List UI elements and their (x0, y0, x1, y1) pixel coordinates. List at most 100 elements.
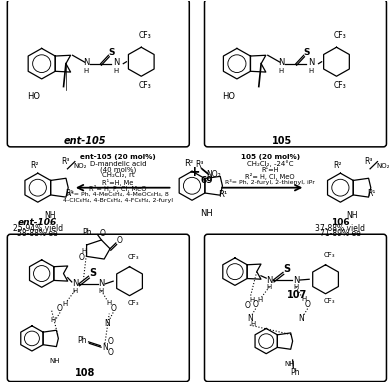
Text: CH₂Cl₂, rt: CH₂Cl₂, rt (102, 172, 134, 178)
Text: NH: NH (44, 211, 55, 220)
Text: R¹: R¹ (219, 190, 228, 199)
Text: +: + (189, 165, 201, 179)
Text: 106: 106 (331, 218, 350, 226)
Text: R¹: R¹ (367, 189, 376, 198)
Text: CF₃: CF₃ (128, 300, 139, 306)
Text: N: N (298, 314, 304, 323)
Text: NH: NH (347, 211, 358, 220)
Text: O: O (99, 229, 105, 238)
Text: H: H (83, 67, 89, 74)
Text: Ph: Ph (77, 336, 86, 345)
Text: O: O (79, 253, 85, 262)
Text: HO: HO (27, 92, 40, 101)
Text: R³= Ph, 2-furyl, 2-thienyl, iPr: R³= Ph, 2-furyl, 2-thienyl, iPr (225, 179, 315, 185)
Text: 58-88% ee: 58-88% ee (18, 229, 58, 238)
Text: O: O (253, 300, 259, 309)
Text: CH₂Cl₂, -24°C: CH₂Cl₂, -24°C (247, 160, 293, 167)
Text: ent-105: ent-105 (64, 136, 106, 146)
Text: NO₂: NO₂ (73, 163, 87, 169)
Text: H: H (249, 297, 254, 303)
Text: NH: NH (50, 358, 60, 364)
Text: O: O (107, 337, 113, 346)
Text: R³: R³ (364, 157, 373, 166)
Text: 105: 105 (272, 136, 292, 146)
Text: H: H (257, 297, 262, 303)
Text: (40 mol%): (40 mol%) (100, 166, 136, 173)
Text: R¹=H, Me: R¹=H, Me (102, 179, 134, 186)
Text: H: H (250, 321, 256, 327)
Text: 105 (20 mol%): 105 (20 mol%) (241, 154, 299, 160)
Text: H: H (301, 296, 306, 302)
Text: O: O (57, 304, 63, 313)
Text: ent-105 (20 mol%): ent-105 (20 mol%) (80, 154, 156, 160)
Text: 37-88% yield: 37-88% yield (316, 224, 365, 232)
Text: N: N (98, 279, 105, 288)
Text: N: N (113, 58, 120, 67)
Text: R²: R² (31, 161, 39, 170)
FancyBboxPatch shape (205, 0, 387, 147)
Text: H: H (267, 284, 272, 290)
Text: N: N (293, 275, 299, 285)
Text: O: O (305, 300, 310, 309)
Text: NO₂: NO₂ (206, 170, 221, 179)
Text: N: N (266, 275, 272, 285)
Text: H: H (99, 288, 104, 294)
Text: NO₂: NO₂ (376, 163, 389, 169)
Text: H: H (114, 67, 119, 74)
Text: R³= Ph, 4-MeC₆H₄, 4-MeOC₆H₄, 8: R³= Ph, 4-MeC₆H₄, 4-MeOC₆H₄, 8 (67, 192, 169, 197)
Text: S: S (108, 49, 115, 57)
Text: S: S (283, 264, 290, 274)
Text: NH: NH (284, 361, 295, 367)
Text: ent-106: ent-106 (18, 218, 57, 226)
FancyBboxPatch shape (7, 234, 189, 381)
Text: H: H (293, 284, 298, 290)
Text: NH: NH (200, 209, 213, 218)
Text: H: H (72, 288, 78, 294)
Text: H: H (62, 301, 68, 307)
Text: 107: 107 (287, 290, 308, 300)
Text: R²: R² (333, 161, 342, 170)
Text: 69: 69 (200, 176, 213, 185)
Text: CF₃: CF₃ (128, 254, 139, 260)
Text: 4-ClC₆H₄, 4-BrC₆H₄, 4-FC₆H₄, 2-furyl: 4-ClC₆H₄, 4-BrC₆H₄, 4-FC₆H₄, 2-furyl (63, 198, 173, 203)
Text: S: S (89, 268, 96, 278)
Text: N: N (104, 319, 110, 328)
Text: H: H (51, 317, 56, 323)
Text: R³: R³ (196, 160, 204, 169)
Text: Ph: Ph (290, 368, 299, 377)
Text: CF₃: CF₃ (334, 31, 347, 40)
FancyBboxPatch shape (205, 234, 387, 381)
Text: O: O (110, 304, 116, 313)
Text: Ph: Ph (83, 228, 92, 237)
Text: N: N (278, 58, 284, 67)
Text: N: N (102, 343, 108, 352)
Text: N: N (247, 314, 253, 323)
Text: N: N (308, 58, 315, 67)
Text: H: H (82, 249, 87, 254)
Text: HO: HO (222, 92, 235, 101)
Text: R²: R² (185, 159, 194, 168)
Text: 71-89% ee: 71-89% ee (320, 229, 361, 238)
Text: O: O (245, 301, 250, 311)
Text: CF₃: CF₃ (324, 252, 335, 258)
Text: R³: R³ (62, 157, 70, 166)
Text: R¹=H: R¹=H (261, 167, 279, 173)
Text: N: N (72, 279, 78, 288)
Text: O: O (117, 236, 123, 245)
Text: R¹: R¹ (65, 189, 73, 198)
Text: CF₃: CF₃ (324, 298, 335, 304)
Text: R²= H, Cl, MeO: R²= H, Cl, MeO (245, 173, 295, 180)
FancyBboxPatch shape (7, 0, 189, 147)
Text: CF₃: CF₃ (334, 81, 347, 90)
Text: H: H (309, 67, 314, 74)
Text: 108: 108 (74, 368, 95, 378)
Text: H: H (107, 300, 112, 306)
Text: CF₃: CF₃ (139, 31, 152, 40)
Text: R²= H, F, Cl, MeO: R²= H, F, Cl, MeO (89, 185, 147, 192)
Text: O: O (107, 348, 113, 357)
Text: D-mandelic acid: D-mandelic acid (90, 160, 146, 167)
Text: S: S (303, 49, 310, 57)
Text: 25-94% yield: 25-94% yield (13, 224, 63, 232)
Text: H: H (278, 67, 284, 74)
Text: CF₃: CF₃ (139, 81, 152, 90)
